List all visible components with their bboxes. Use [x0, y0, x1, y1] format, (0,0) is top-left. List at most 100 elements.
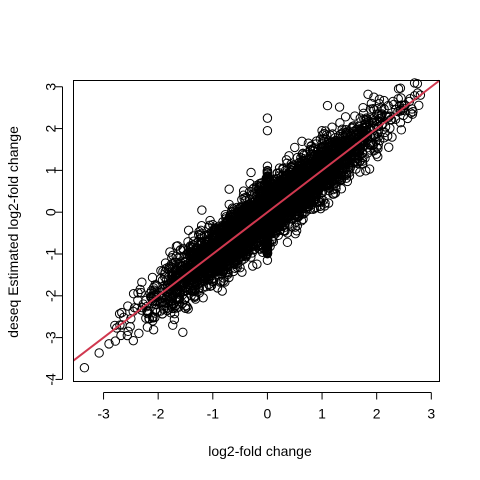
data-point: [204, 268, 214, 279]
x-tick-label: 1: [318, 406, 326, 422]
data-point: [311, 136, 322, 146]
data-point: [181, 285, 192, 296]
data-point: [205, 220, 215, 231]
data-point: [384, 142, 394, 152]
data-point: [341, 135, 352, 146]
data-point: [355, 113, 365, 123]
data-point: [252, 259, 262, 269]
data-point: [363, 130, 373, 141]
data-point: [290, 142, 300, 153]
data-point: [128, 289, 139, 299]
data-point: [211, 260, 222, 271]
x-tick-label: 0: [264, 406, 272, 422]
data-point: [160, 258, 171, 268]
data-point: [224, 213, 234, 223]
data-point: [328, 189, 338, 199]
data-point: [296, 216, 307, 226]
data-point: [325, 158, 336, 168]
data-point: [301, 207, 311, 217]
data-point: [229, 231, 240, 241]
data-point: [156, 266, 166, 276]
data-point: [114, 309, 125, 319]
data-point: [334, 102, 345, 112]
data-point: [150, 280, 160, 290]
data-point: [199, 268, 209, 279]
data-point: [191, 277, 201, 287]
data-point: [374, 98, 384, 109]
data-point: [272, 168, 282, 178]
data-point: [287, 222, 297, 232]
data-point: [371, 149, 382, 159]
data-point: [235, 245, 245, 255]
data-point: [238, 224, 249, 234]
points-layer: [79, 78, 426, 373]
data-point: [262, 171, 273, 181]
data-point: [317, 125, 327, 136]
data-point: [369, 92, 379, 102]
data-point: [369, 117, 380, 127]
data-point: [219, 227, 229, 237]
data-point: [242, 205, 252, 215]
data-point: [317, 139, 327, 149]
data-point: [125, 322, 135, 332]
data-point: [205, 215, 215, 226]
data-point: [367, 114, 377, 124]
data-point: [395, 117, 406, 128]
data-point: [183, 225, 194, 236]
data-point: [123, 326, 133, 337]
data-point: [320, 201, 330, 211]
data-point: [335, 118, 345, 128]
data-point: [110, 336, 121, 346]
data-point: [117, 307, 127, 318]
data-point: [278, 179, 288, 189]
data-point: [343, 134, 353, 144]
data-point: [224, 237, 235, 247]
data-point: [227, 241, 238, 252]
data-point: [262, 113, 273, 123]
data-point: [282, 237, 293, 248]
data-point: [358, 122, 368, 132]
data-point: [197, 247, 207, 257]
data-point: [300, 203, 310, 213]
data-point: [217, 286, 227, 296]
data-point: [180, 303, 191, 314]
data-point: [171, 300, 182, 310]
data-point: [247, 261, 258, 271]
data-point: [133, 288, 143, 298]
data-point: [262, 191, 273, 202]
data-point: [116, 330, 126, 341]
data-point: [262, 161, 273, 171]
data-point: [248, 184, 258, 194]
data-point: [202, 252, 212, 263]
data-point: [165, 247, 175, 257]
y-tick-label: -1: [43, 248, 59, 261]
data-point: [183, 284, 194, 294]
data-point: [262, 195, 273, 205]
data-point: [262, 245, 273, 255]
data-point: [104, 339, 114, 349]
data-point: [236, 256, 246, 266]
data-point: [159, 300, 170, 311]
data-point: [350, 111, 360, 121]
y-tick-label: 3: [43, 83, 59, 91]
data-point: [315, 156, 326, 167]
data-point: [334, 175, 345, 185]
data-point: [79, 363, 90, 373]
data-point: [257, 186, 267, 196]
data-point: [340, 112, 351, 122]
data-point: [223, 254, 233, 264]
data-point: [196, 229, 206, 239]
data-point: [197, 205, 207, 215]
data-point: [230, 215, 241, 226]
data-point: [185, 244, 195, 254]
data-point: [284, 177, 294, 187]
data-point: [197, 251, 207, 262]
data-point: [393, 84, 404, 94]
data-point: [262, 255, 273, 265]
data-point: [185, 249, 196, 259]
data-point: [338, 127, 348, 137]
data-point: [396, 125, 407, 135]
data-point: [230, 256, 241, 266]
reference-line: [72, 79, 441, 362]
